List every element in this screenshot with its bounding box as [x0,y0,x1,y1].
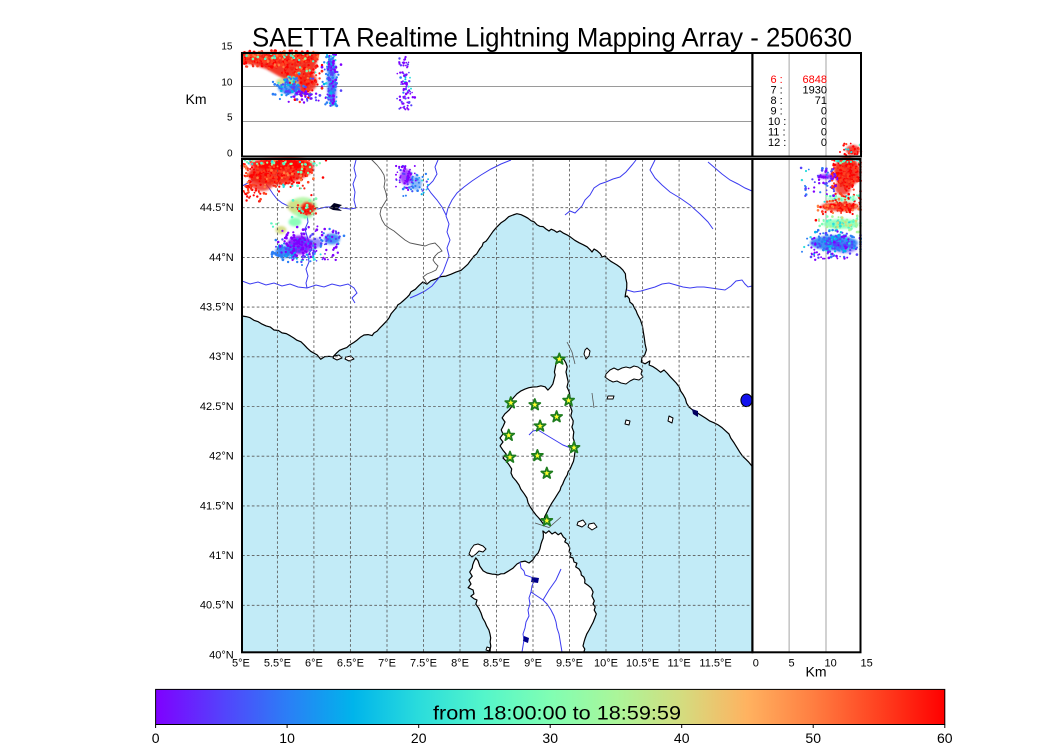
svg-text:SAETTA Realtime Lightning Mapp: SAETTA Realtime Lightning Mapping Array … [252,23,852,53]
svg-text:10 :: 10 : [768,116,786,128]
svg-text:5: 5 [789,658,795,670]
svg-text:0: 0 [753,658,759,670]
svg-text:1930: 1930 [803,85,827,97]
svg-text:9 :: 9 : [771,106,783,118]
svg-text:0: 0 [227,148,233,159]
svg-text:41.5°N: 41.5°N [200,500,234,512]
svg-text:15: 15 [221,42,233,53]
svg-text:20: 20 [411,730,427,746]
svg-text:0: 0 [821,106,827,118]
svg-text:6 :: 6 : [771,74,783,86]
svg-text:Km: Km [806,664,827,680]
svg-text:0: 0 [152,730,160,746]
svg-text:0: 0 [821,137,827,149]
svg-text:44°N: 44°N [209,252,234,264]
svg-text:41°N: 41°N [209,550,234,562]
svg-text:6°E: 6°E [305,658,323,670]
svg-text:9.5°E: 9.5°E [556,658,583,670]
svg-text:43.5°N: 43.5°N [200,302,234,314]
svg-text:43°N: 43°N [209,351,234,363]
svg-text:44.5°N: 44.5°N [200,202,234,214]
svg-text:40°N: 40°N [209,649,234,661]
svg-text:11°E: 11°E [668,658,691,670]
svg-text:71: 71 [815,95,827,107]
svg-text:5°E: 5°E [232,658,250,670]
svg-text:6848: 6848 [803,74,827,86]
svg-text:10.5°E: 10.5°E [626,658,659,670]
svg-text:60: 60 [937,730,953,746]
svg-text:Km: Km [186,91,207,107]
svg-text:50: 50 [805,730,821,746]
svg-text:0: 0 [821,116,827,128]
svg-text:10: 10 [825,658,837,670]
svg-text:5.5°E: 5.5°E [264,658,291,670]
svg-text:0: 0 [821,126,827,138]
svg-text:8.5°E: 8.5°E [483,658,510,670]
svg-text:30: 30 [542,730,558,746]
svg-text:12 :: 12 : [768,137,786,149]
svg-text:40: 40 [674,730,690,746]
svg-text:42.5°N: 42.5°N [200,401,234,413]
svg-text:15: 15 [861,658,873,670]
svg-text:11.5°E: 11.5°E [699,658,731,670]
svg-text:8 :: 8 : [771,95,783,107]
svg-text:10: 10 [221,78,233,89]
svg-text:10: 10 [279,730,295,746]
svg-text:6.5°E: 6.5°E [337,658,364,670]
svg-text:11 :: 11 : [768,126,786,138]
svg-text:40.5°N: 40.5°N [200,600,234,612]
svg-text:7 :: 7 : [771,85,783,97]
svg-text:42°N: 42°N [209,451,234,463]
svg-text:10°E: 10°E [594,658,618,670]
svg-text:from 18:00:00 to 18:59:59: from 18:00:00 to 18:59:59 [433,704,681,725]
svg-text:7.5°E: 7.5°E [410,658,437,670]
svg-text:5: 5 [227,113,233,124]
svg-text:7°E: 7°E [378,658,396,670]
svg-text:9°E: 9°E [524,658,542,670]
svg-text:8°E: 8°E [451,658,469,670]
